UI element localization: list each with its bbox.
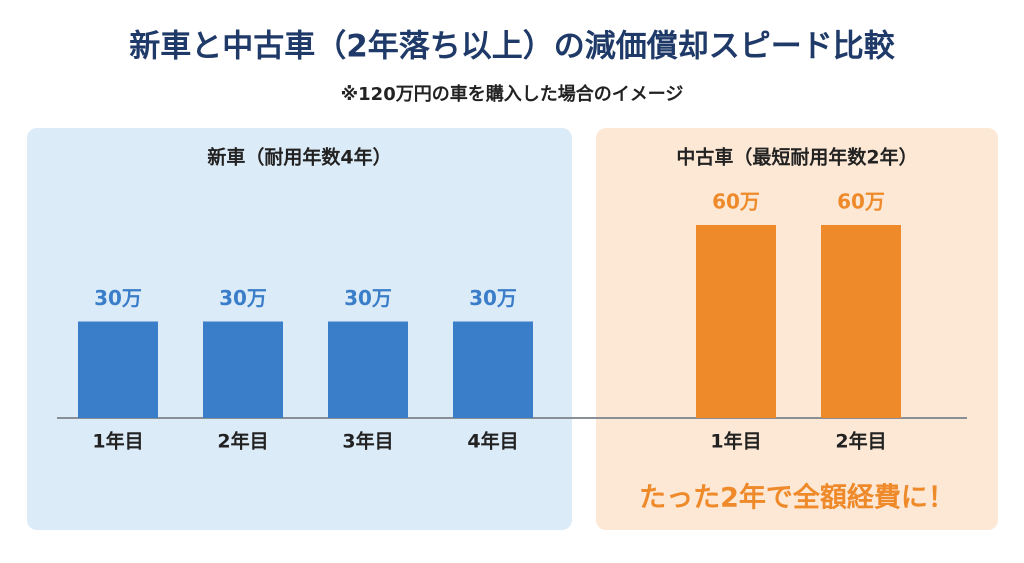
x-tick-label: 4年目 [467, 430, 518, 453]
value-label: 30万 [94, 286, 142, 310]
value-label: 30万 [469, 286, 517, 310]
bar [821, 225, 901, 418]
value-label: 60万 [712, 190, 760, 214]
panel-used [596, 128, 998, 530]
bar [78, 321, 158, 418]
x-tick-label: 3年目 [342, 430, 393, 453]
page-subtitle: ※120万円の車を購入した場合のイメージ [341, 83, 684, 105]
page-title: 新車と中古車（2年落ち以上）の減価償却スピード比較 [129, 29, 896, 65]
value-label: 30万 [219, 286, 267, 310]
panel-title: 新車（耐用年数4年） [207, 146, 391, 169]
value-label: 30万 [344, 286, 392, 310]
panel-title: 中古車（最短耐用年数2年） [676, 146, 917, 169]
annotation: たった2年で全額経費に！ [639, 482, 955, 514]
bar [203, 321, 283, 418]
bar [328, 321, 408, 418]
x-tick-label: 1年目 [92, 430, 143, 453]
panel-new [27, 128, 572, 530]
x-tick-label: 2年目 [835, 430, 886, 453]
bar [453, 321, 533, 418]
x-tick-label: 2年目 [217, 430, 268, 453]
x-tick-label: 1年目 [710, 430, 761, 453]
value-label: 60万 [837, 190, 885, 214]
bar [696, 225, 776, 418]
